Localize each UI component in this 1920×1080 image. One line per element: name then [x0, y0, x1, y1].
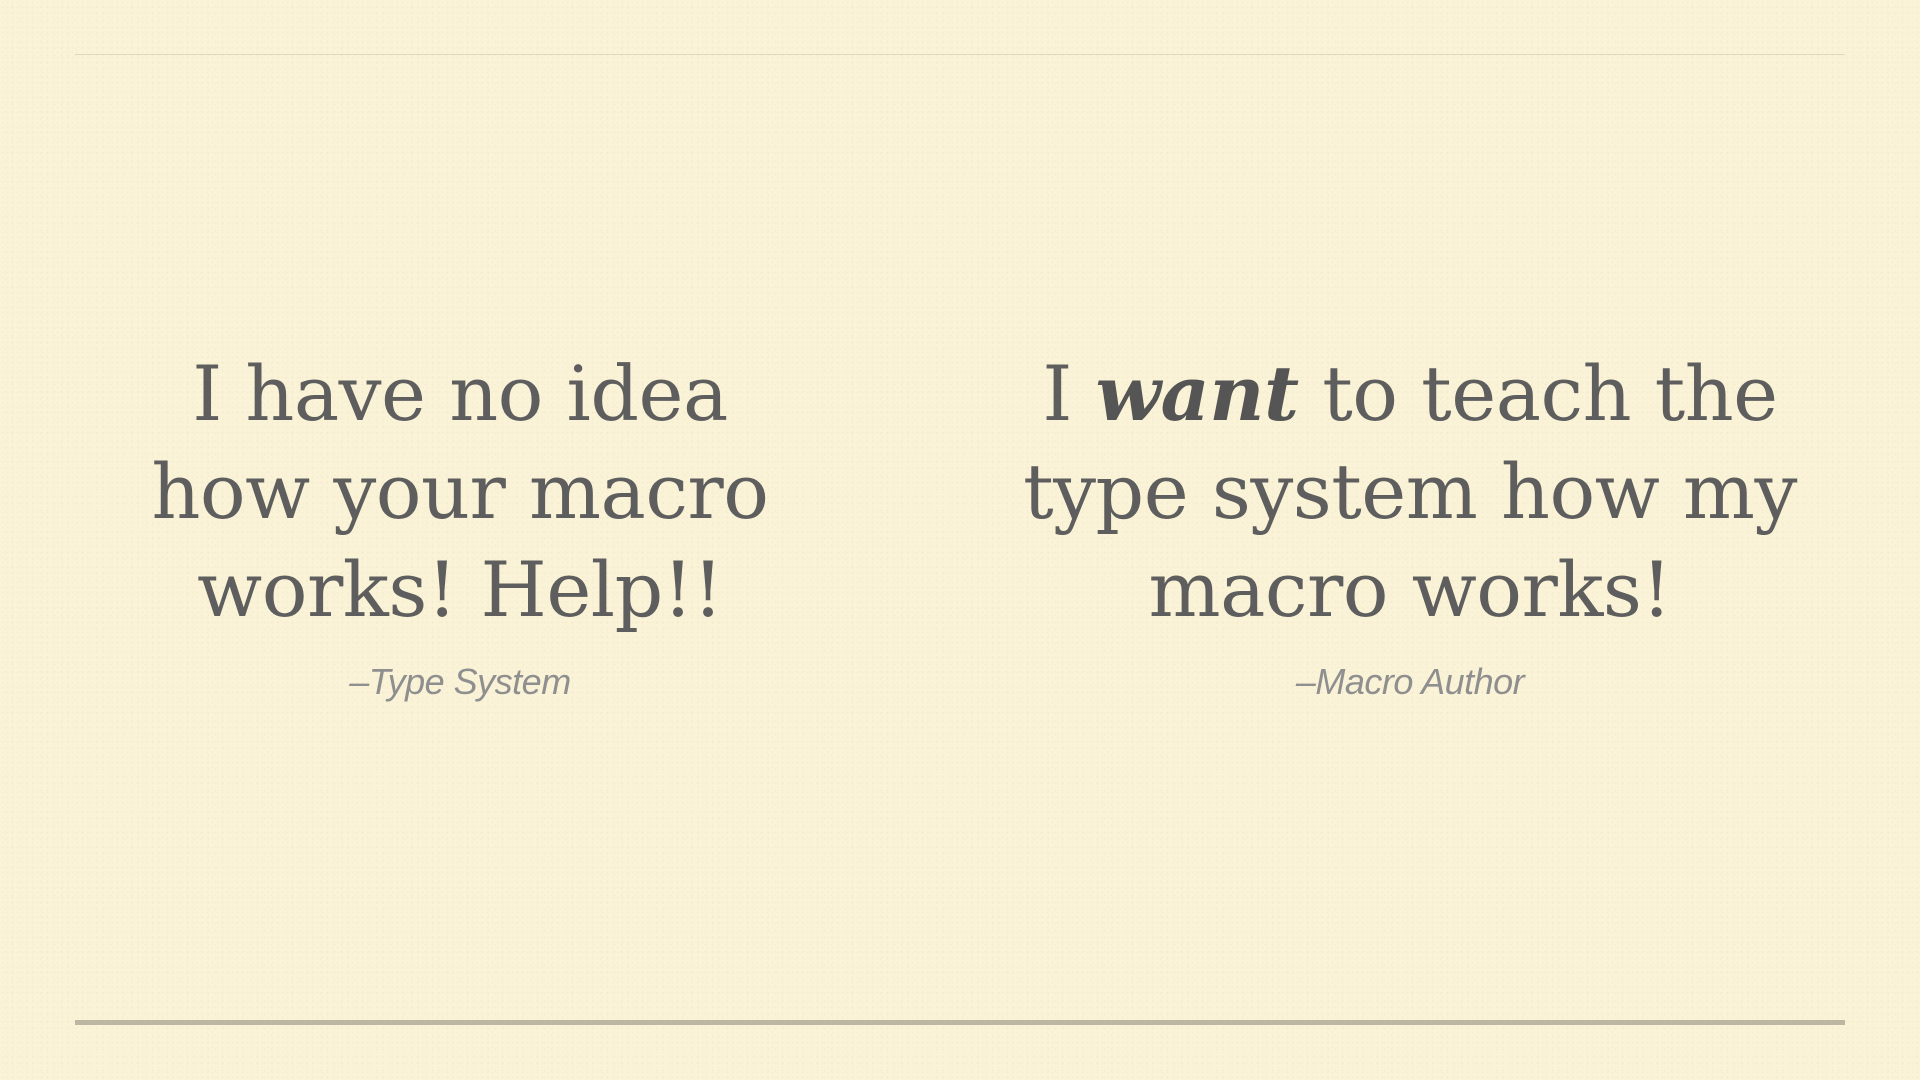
bottom-divider [75, 1020, 1845, 1025]
quote-line-prefix: I [1042, 349, 1096, 438]
quote-line-suffix: to teach the [1298, 349, 1778, 438]
quote-macro-author: I want to teach the type system how my m… [985, 345, 1835, 703]
quote-line: I want to teach the [985, 345, 1835, 443]
quote-attribution: –Type System [349, 661, 571, 702]
quote-text: I want to teach the type system how my m… [985, 345, 1835, 639]
quote-line: type system how my [1023, 447, 1797, 536]
quote-attribution: –Macro Author [1295, 661, 1525, 702]
quote-type-system: I have no idea how your macro works! Hel… [110, 345, 810, 703]
top-divider [75, 54, 1845, 55]
emphasized-word: want [1095, 349, 1300, 438]
quote-text: I have no idea how your macro works! Hel… [110, 345, 810, 639]
quote-line: I have no idea [192, 349, 728, 438]
quote-line: how your macro [151, 447, 769, 536]
quote-line: works! Help!! [197, 545, 723, 634]
quote-line: macro works! [1148, 545, 1672, 634]
